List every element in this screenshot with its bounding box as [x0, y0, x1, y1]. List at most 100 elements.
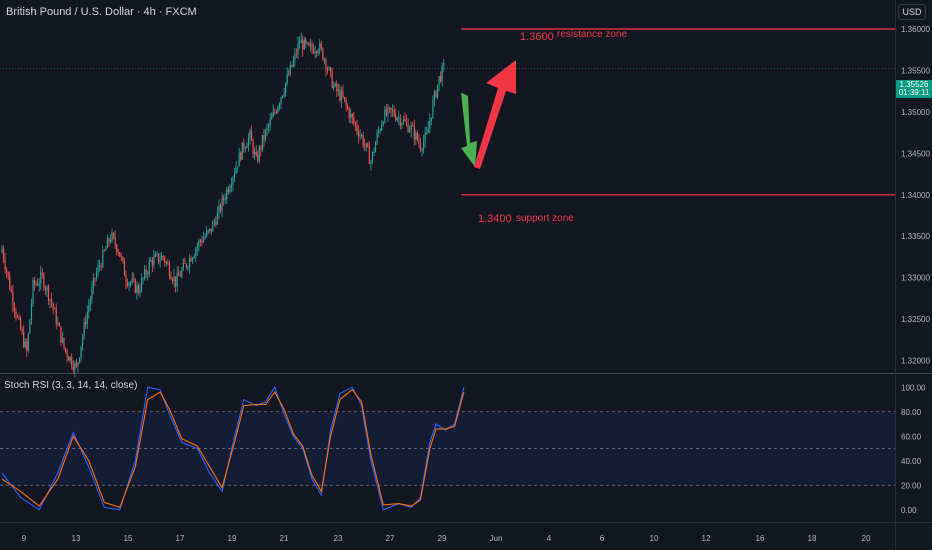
candle-body [167, 262, 169, 265]
price-tick-label: 1.32000 [901, 357, 930, 366]
candle-body [159, 260, 161, 262]
candle-body [226, 189, 228, 200]
candle-body [181, 269, 183, 277]
candle-body [20, 318, 22, 330]
stoch-k-line [1, 386, 465, 511]
candle-body [443, 62, 445, 66]
candle-body [396, 118, 398, 120]
candle-body [272, 111, 274, 117]
time-tick-label: 15 [124, 534, 133, 543]
candle-body [49, 299, 51, 301]
candle-body [438, 76, 440, 85]
candle-body [244, 148, 246, 150]
candle-body [82, 336, 84, 347]
candle-body [213, 221, 215, 223]
candle-body [178, 272, 180, 276]
candle-body [288, 74, 290, 76]
price-tick-label: 1.32500 [901, 315, 930, 324]
candle-body [15, 310, 17, 317]
candle-body [175, 276, 177, 287]
candle-body [102, 250, 104, 268]
candle-body [157, 253, 160, 262]
candle-body [325, 59, 327, 70]
time-tick-label: 19 [228, 534, 237, 543]
time-tick-label: 10 [650, 534, 659, 543]
candle-body [69, 356, 71, 361]
candle-body [100, 265, 102, 268]
candle-body [161, 255, 163, 261]
candle-body [246, 146, 248, 149]
candle-body [61, 338, 64, 343]
candle-body [66, 350, 68, 357]
candle-body [12, 291, 14, 306]
candle-body [421, 149, 423, 151]
candle-body [416, 132, 418, 141]
candle-body [156, 253, 158, 255]
stoch-tick-label: 20.00 [901, 481, 922, 490]
candle-body [131, 278, 133, 283]
candle-body [302, 40, 304, 50]
candle-body [368, 147, 370, 164]
candle-body [252, 140, 254, 155]
candle-body [367, 143, 369, 148]
candle-body [10, 289, 12, 292]
candle-body [108, 238, 110, 242]
candle-body [405, 121, 408, 123]
currency-button[interactable]: USD [898, 4, 926, 20]
candle-body [249, 130, 251, 138]
bar-countdown: 01:39:11 [898, 88, 930, 97]
resistance-value-label: 1.3600 [520, 31, 554, 43]
candle-body [362, 135, 364, 146]
candle-body [427, 128, 429, 133]
candle-body [328, 67, 330, 70]
candle-body [350, 113, 352, 119]
candle-body [184, 262, 186, 264]
candle-body [77, 362, 79, 366]
candle-body [137, 285, 139, 294]
candle-body [308, 42, 310, 46]
level-lines [461, 28, 895, 196]
candle-body [266, 127, 268, 131]
time-tick-label: 12 [702, 534, 711, 543]
candle-body [330, 67, 332, 72]
candle-body [361, 135, 363, 137]
candle-body [374, 143, 377, 152]
candle-body [74, 363, 76, 371]
candle-body [331, 71, 333, 88]
candle-body [339, 89, 341, 101]
candle-body [376, 133, 378, 144]
candle-body [359, 135, 361, 137]
candle-body [171, 279, 174, 282]
candle-body [264, 130, 267, 140]
price-tick-label: 1.34000 [901, 191, 930, 200]
candle-body [113, 233, 115, 237]
candle-body [299, 42, 301, 44]
time-tick-label: 17 [176, 534, 185, 543]
candle-body [128, 282, 130, 286]
candle-body [125, 275, 127, 283]
candle-body [373, 151, 375, 153]
candle-body [275, 112, 277, 114]
candle-body [4, 259, 6, 270]
candle-body [263, 134, 265, 140]
candle-body [306, 42, 308, 44]
candle-body [398, 117, 400, 119]
candle-body [37, 283, 39, 286]
candle-body [354, 122, 356, 125]
candle-body [404, 119, 406, 122]
candle-body [185, 263, 188, 268]
candle-body [193, 255, 195, 259]
candle-body [365, 143, 367, 146]
candle-body [274, 111, 276, 113]
candle-body [221, 197, 223, 211]
candle-body [199, 240, 201, 242]
candle-body [212, 222, 214, 232]
candle-body [196, 246, 198, 250]
candle-body [51, 299, 53, 304]
candle-body [32, 279, 34, 304]
candle-body [130, 282, 132, 284]
green-arrow-down [461, 93, 477, 167]
symbol-title: British Pound / U.S. Dollar · 4h · FXCM [6, 6, 197, 18]
time-tick-label: 16 [756, 534, 765, 543]
